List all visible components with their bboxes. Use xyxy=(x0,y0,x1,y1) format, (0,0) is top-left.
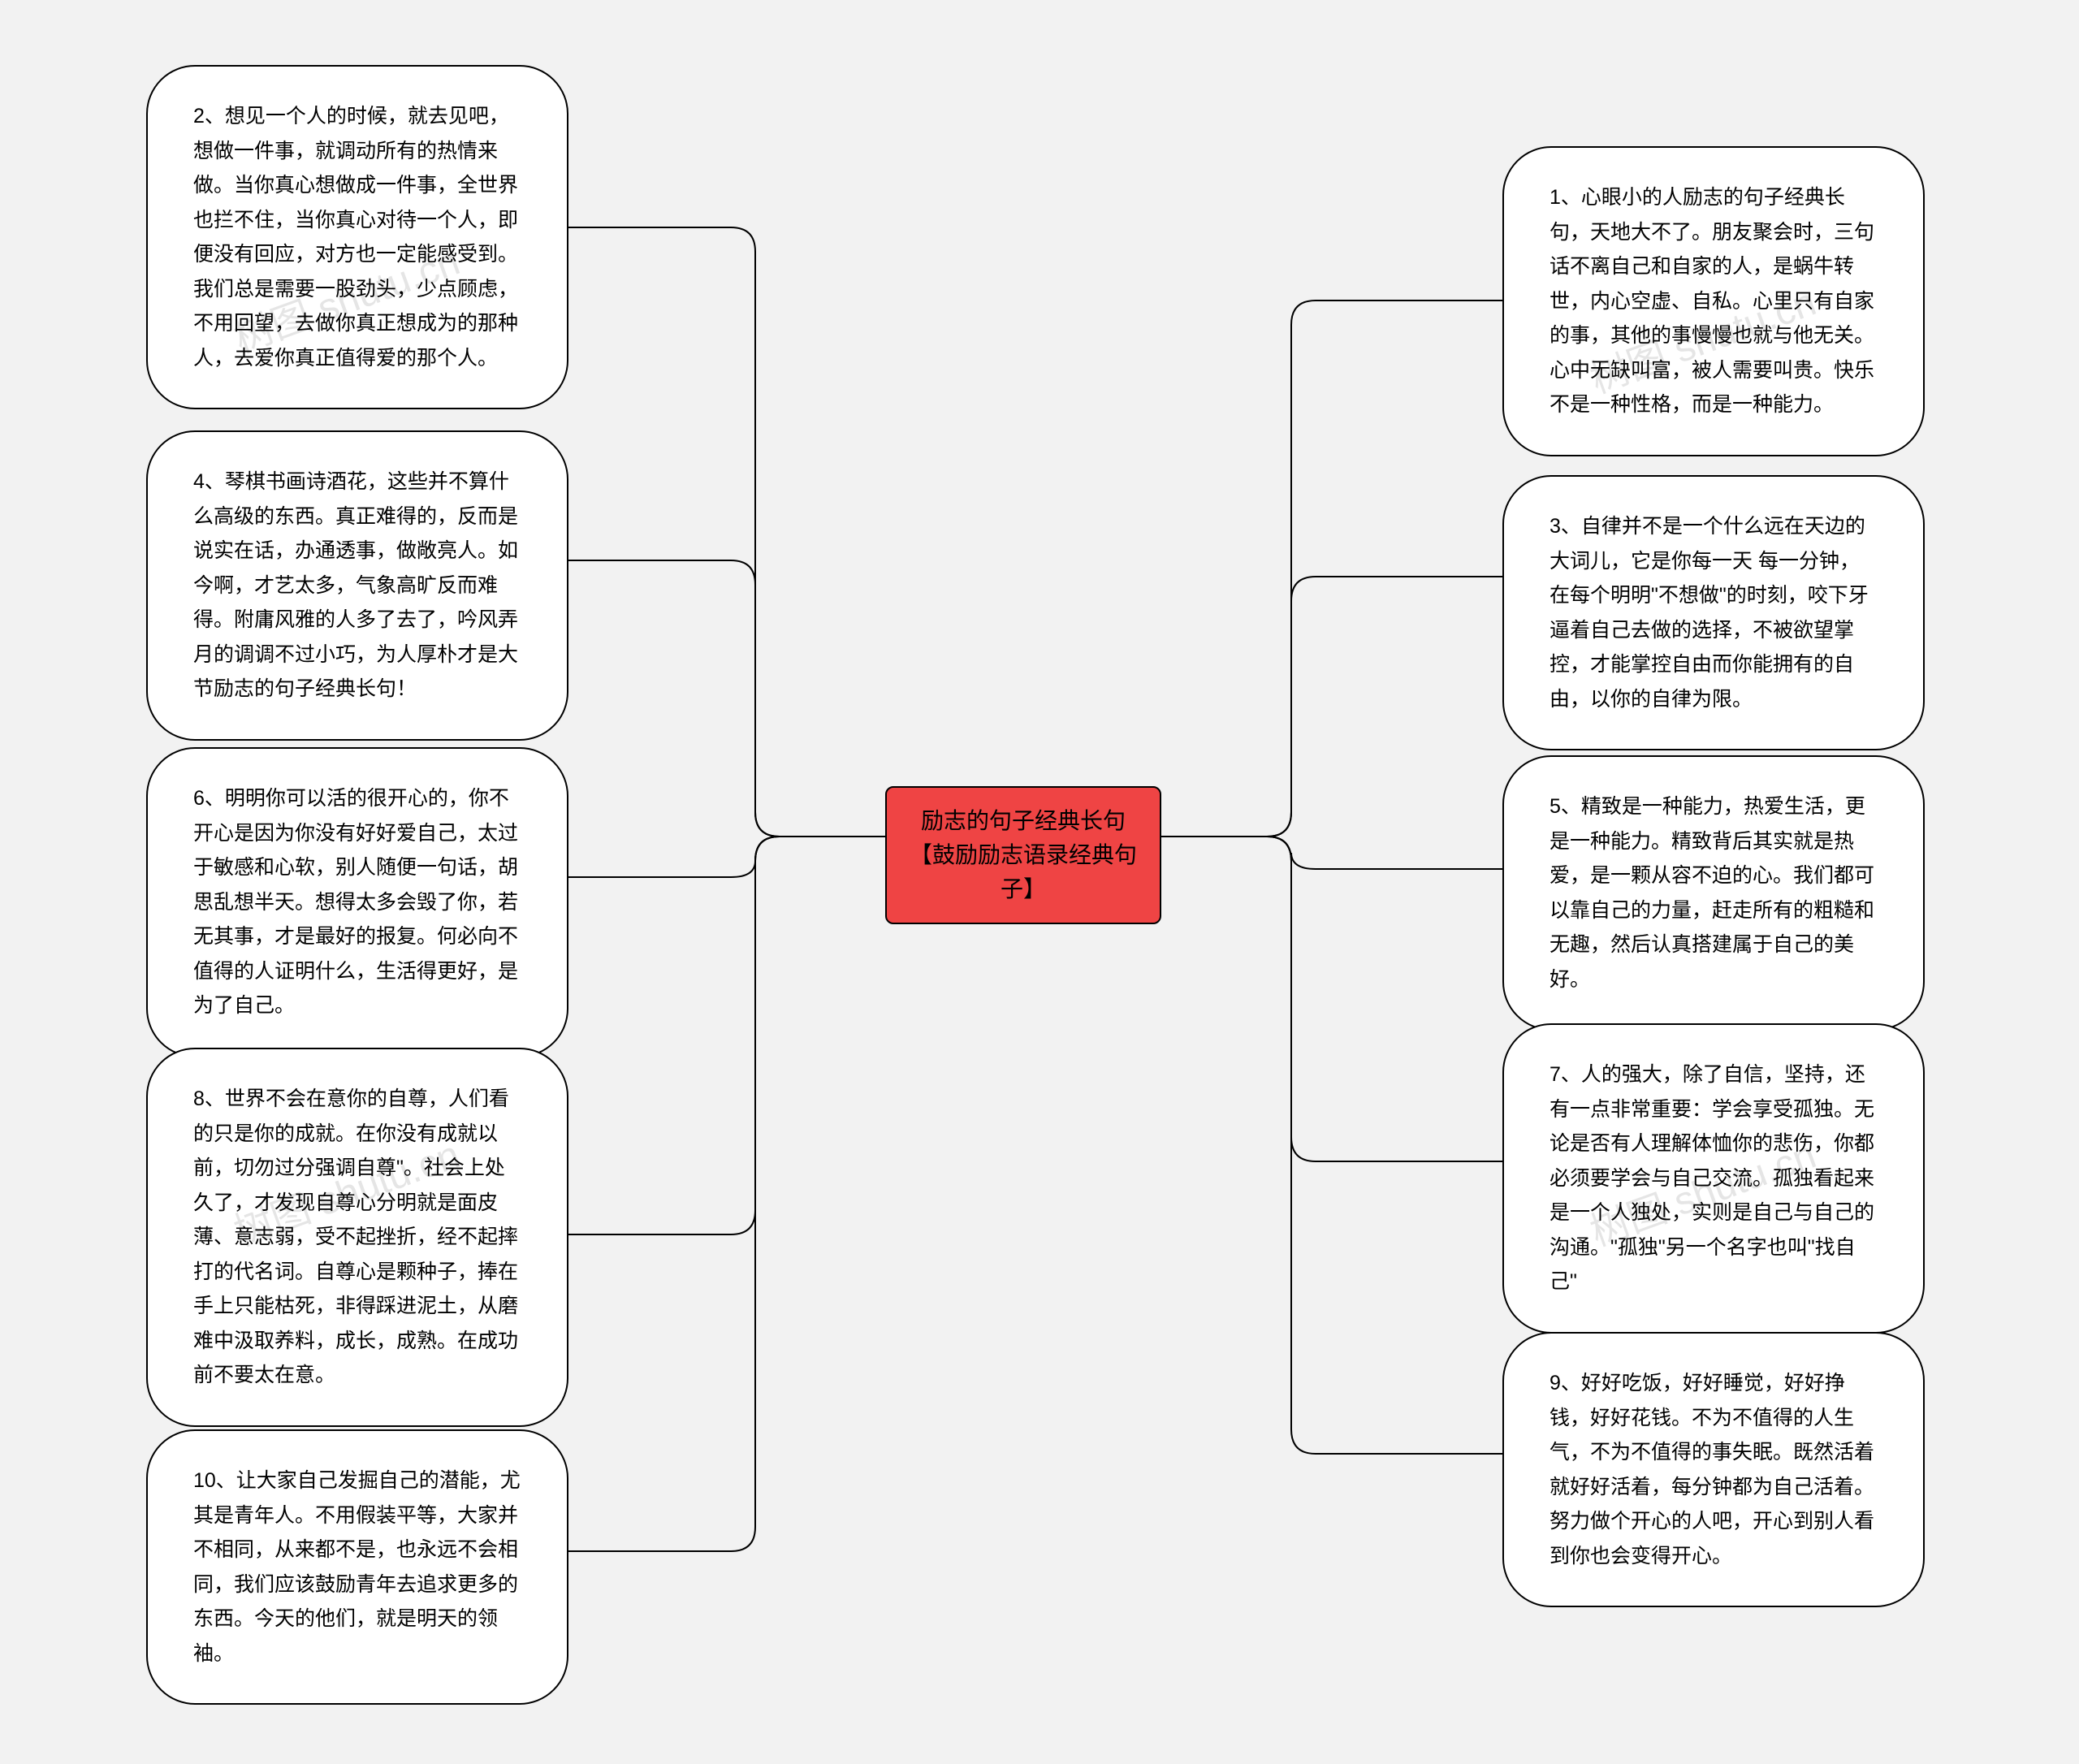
node-text: 7、人的强大，除了自信，坚持，还有一点非常重要：学会享受孤独。无论是否有人理解体… xyxy=(1550,1063,1874,1293)
left-node-8[interactable]: 8、世界不会在意你的自尊，人们看的只是你的成就。在你没有成就以前，切勿过分强调自… xyxy=(146,1048,568,1427)
right-node-5[interactable]: 5、精致是一种能力，热爱生活，更是一种能力。精致背后其实就是热爱，是一颗从容不迫… xyxy=(1502,755,1925,1031)
right-node-9[interactable]: 9、好好吃饭，好好睡觉，好好挣钱，好好花钱。不为不值得的人生气，不为不值得的事失… xyxy=(1502,1332,1925,1607)
node-text: 4、琴棋书画诗酒花，这些并不算什么高级的东西。真正难得的，反而是说实在话，办通透… xyxy=(193,470,518,700)
node-text: 1、心眼小的人励志的句子经典长句，天地大不了。朋友聚会时，三句话不离自己和自家的… xyxy=(1550,186,1874,416)
node-text: 8、世界不会在意你的自尊，人们看的只是你的成就。在你没有成就以前，切勿过分强调自… xyxy=(193,1087,518,1386)
node-text: 6、明明你可以活的很开心的，你不开心是因为你没有好好爱自己，太过于敏感和心软，别… xyxy=(193,787,518,1017)
node-text: 3、自律并不是一个什么远在天边的大词儿，它是你每一天 每一分钟，在每个明明"不想… xyxy=(1550,515,1869,711)
node-text: 5、精致是一种能力，热爱生活，更是一种能力。精致背后其实就是热爱，是一颗从容不迫… xyxy=(1550,795,1874,991)
node-text: 2、想见一个人的时候，就去见吧，想做一件事，就调动所有的热情来做。当你真心想做成… xyxy=(193,105,518,370)
node-text: 10、让大家自己发掘自己的潜能，尤其是青年人。不用假装平等，大家并不相同，从来都… xyxy=(193,1469,521,1665)
node-text: 9、好好吃饭，好好睡觉，好好挣钱，好好花钱。不为不值得的人生气，不为不值得的事失… xyxy=(1550,1372,1874,1567)
left-node-2[interactable]: 2、想见一个人的时候，就去见吧，想做一件事，就调动所有的热情来做。当你真心想做成… xyxy=(146,65,568,409)
right-node-3[interactable]: 3、自律并不是一个什么远在天边的大词儿，它是你每一天 每一分钟，在每个明明"不想… xyxy=(1502,475,1925,750)
right-node-1[interactable]: 1、心眼小的人励志的句子经典长句，天地大不了。朋友聚会时，三句话不离自己和自家的… xyxy=(1502,146,1925,456)
right-node-7[interactable]: 7、人的强大，除了自信，坚持，还有一点非常重要：学会享受孤独。无论是否有人理解体… xyxy=(1502,1023,1925,1334)
left-node-4[interactable]: 4、琴棋书画诗酒花，这些并不算什么高级的东西。真正难得的，反而是说实在话，办通透… xyxy=(146,430,568,741)
left-node-10[interactable]: 10、让大家自己发掘自己的潜能，尤其是青年人。不用假装平等，大家并不相同，从来都… xyxy=(146,1429,568,1705)
center-text: 励志的句子经典长句【鼓励励志语录经典句子】 xyxy=(910,808,1137,901)
center-node[interactable]: 励志的句子经典长句【鼓励励志语录经典句子】 xyxy=(885,786,1161,924)
mindmap-canvas: 励志的句子经典长句【鼓励励志语录经典句子】 2、想见一个人的时候，就去见吧，想做… xyxy=(0,0,2079,1764)
left-node-6[interactable]: 6、明明你可以活的很开心的，你不开心是因为你没有好好爱自己，太过于敏感和心软，别… xyxy=(146,747,568,1057)
